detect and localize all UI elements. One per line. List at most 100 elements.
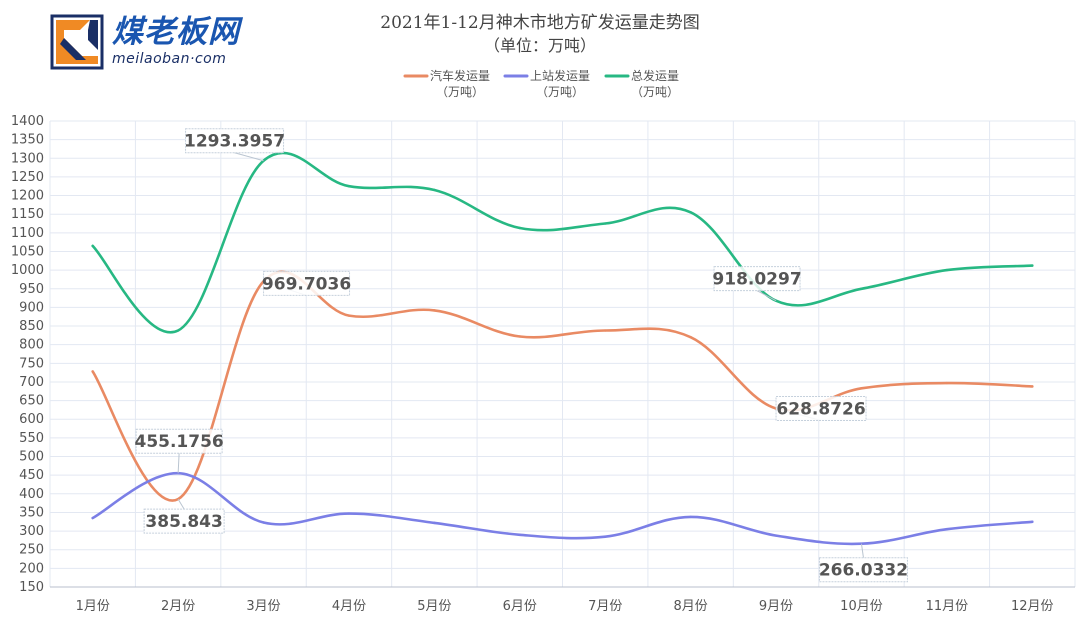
y-tick-label: 1200: [11, 189, 44, 204]
y-tick-label: 300: [19, 524, 44, 539]
y-tick-label: 950: [19, 282, 44, 297]
data-point-total: [1031, 264, 1034, 267]
data-label-text: 1293.3957: [184, 132, 285, 152]
x-tick-label: 6月份: [503, 599, 537, 614]
y-tick-label: 850: [19, 319, 44, 334]
data-label-text: 385.843: [145, 512, 222, 532]
legend-label-rail: 上站发运量: [530, 68, 590, 83]
data-label-text: 455.1756: [134, 432, 223, 452]
label-box: [135, 428, 223, 454]
label-box: [185, 128, 285, 154]
data-point-truck: [860, 387, 863, 390]
data-point-total: [347, 185, 351, 188]
y-tick-label: 1100: [11, 226, 44, 241]
logo-cn-text: 煤老板网: [112, 14, 240, 50]
x-tick-label: 11月份: [926, 599, 969, 614]
logo-wordmark: 煤老板网 meilaoban·com: [112, 14, 240, 68]
data-point-rail: [945, 528, 949, 531]
data-point-total: [945, 268, 949, 272]
label-box: [775, 395, 867, 421]
legend: 汽车发运量 （万吨） 上站发运量 （万吨） 总发运量 （万吨）: [403, 68, 679, 99]
data-point-truck: [347, 314, 351, 317]
chart-subtitle: （单位：万吨）: [483, 36, 596, 55]
y-tick-label: 350: [19, 505, 44, 520]
legend-unit-rail: （万吨）: [536, 85, 584, 99]
label-leader: [177, 453, 180, 474]
y-tick-label: 250: [19, 543, 44, 558]
y-tick-label: 700: [19, 375, 44, 390]
data-point-total: [176, 329, 180, 332]
label-box: [263, 270, 351, 296]
data-point-truck: [945, 381, 949, 385]
legend-label-truck: 汽车发运量: [430, 68, 490, 83]
data-point-truck: [433, 309, 436, 312]
data-label-text: 918.0297: [712, 270, 801, 290]
y-tick-label: 1250: [11, 170, 44, 185]
data-label-text: 969.7036: [262, 274, 351, 294]
data-label-truck: 969.7036: [262, 270, 351, 296]
data-label-rail: 455.1756: [134, 428, 224, 474]
data-point-rail: [347, 512, 351, 515]
legend-label-total: 总发运量: [631, 68, 679, 83]
y-tick-label: 1400: [11, 114, 44, 129]
x-tick-label: 4月份: [332, 599, 366, 614]
x-tick-label: 7月份: [588, 599, 622, 614]
grid-layer: [49, 120, 1076, 588]
data-label-truck: 628.8726: [775, 395, 867, 421]
y-tick-label: 550: [19, 431, 44, 446]
data-point-rail: [262, 521, 265, 524]
y-tick-label: 450: [19, 468, 44, 483]
legend-unit-truck: （万吨）: [436, 85, 484, 99]
label-leader: [177, 498, 185, 510]
data-point-truck: [689, 336, 692, 339]
data-point-total: [91, 244, 94, 248]
data-point-truck: [1031, 385, 1034, 388]
label-box: [143, 508, 225, 534]
legend-unit-total: （万吨）: [631, 85, 679, 99]
x-tick-label: 3月份: [246, 599, 280, 614]
data-point-total: [433, 188, 436, 192]
y-tick-label: 600: [19, 412, 44, 427]
data-point-rail: [774, 534, 778, 537]
y-tick-label: 1150: [11, 207, 44, 222]
label-leader: [756, 290, 777, 302]
data-label-truck: 385.843: [143, 498, 225, 534]
label-box: [713, 266, 801, 292]
data-point-rail: [433, 521, 436, 525]
y-tick-label: 650: [19, 394, 44, 409]
x-tick-label: 12月份: [1011, 599, 1054, 614]
axis-layer: 150 200 250 300 350 400 450 500 550 600 650 700 750 8…: [11, 114, 1075, 614]
label-box: [818, 557, 908, 583]
x-tick-label: 5月份: [417, 599, 451, 614]
y-tick-label: 150: [19, 580, 44, 595]
x-tick-label: 1月份: [76, 599, 110, 614]
data-point-rail: [91, 516, 94, 520]
series-line-rail: [91, 471, 1034, 546]
data-point-rail: [604, 535, 607, 538]
series-layer: [91, 151, 1034, 546]
data-point-total: [689, 211, 692, 214]
x-tick-label: 10月份: [840, 599, 883, 614]
y-tick-label: 200: [19, 561, 44, 576]
y-tick-label: 1350: [11, 133, 44, 148]
data-label-rail: 266.0332: [818, 543, 908, 583]
x-tick-label: 2月份: [161, 599, 195, 614]
x-tick-label: 9月份: [759, 599, 793, 614]
y-tick-label: 1300: [11, 151, 44, 166]
y-tick-label: 1000: [11, 263, 44, 278]
logo-en-text: meilaoban·com: [112, 51, 227, 67]
data-label-total: 1293.3957: [184, 128, 285, 162]
y-tick-label: 1050: [11, 244, 44, 259]
data-point-total: [518, 226, 521, 230]
data-point-rail: [1031, 520, 1034, 523]
y-tick-label: 800: [19, 338, 44, 353]
chart-title: 2021年1-12月神木市地方矿发运量走势图: [380, 13, 700, 33]
data-point-truck: [604, 329, 607, 332]
data-point-total: [604, 222, 607, 225]
data-point-total: [860, 287, 863, 290]
data-point-truck: [518, 335, 521, 338]
data-label-text: 628.8726: [776, 399, 865, 419]
label-leader: [234, 152, 264, 162]
y-tick-label: 750: [19, 356, 44, 371]
